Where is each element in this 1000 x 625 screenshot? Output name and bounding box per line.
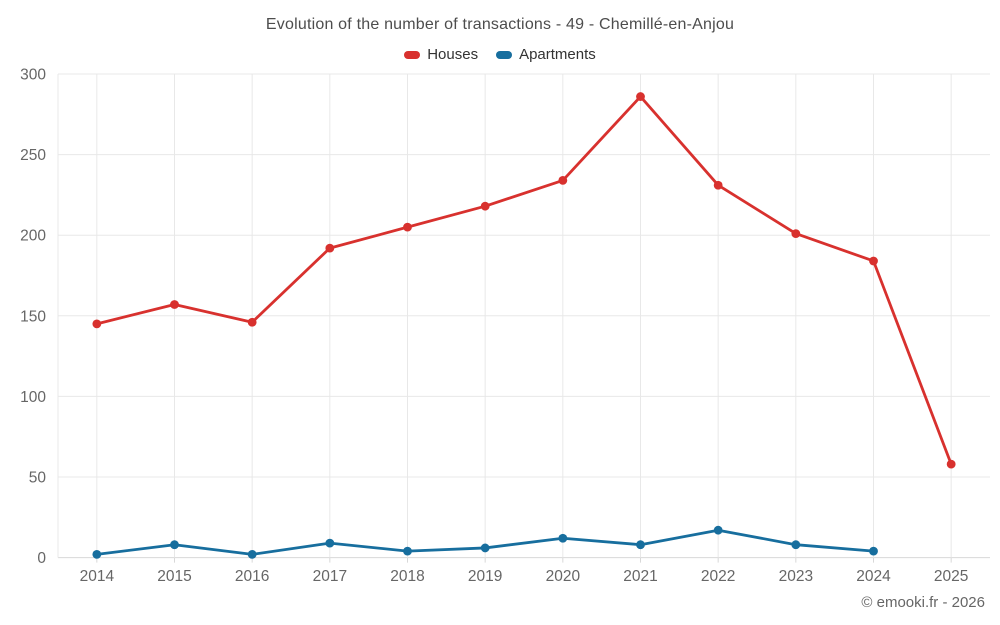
legend-item-apartments[interactable]: Apartments bbox=[496, 46, 596, 63]
x-axis-tick-label: 2020 bbox=[546, 568, 581, 585]
series-houses-point[interactable] bbox=[713, 180, 723, 190]
series-houses-point[interactable] bbox=[869, 256, 878, 266]
x-axis-tick-label: 2018 bbox=[390, 568, 424, 585]
series-apartments-point[interactable] bbox=[403, 546, 412, 556]
y-axis-tick-label: 50 bbox=[29, 470, 47, 487]
x-axis-tick-label: 2025 bbox=[934, 568, 968, 585]
x-axis-tick-label: 2021 bbox=[623, 568, 657, 585]
legend-item-houses[interactable]: Houses bbox=[404, 46, 478, 63]
series-houses-point[interactable] bbox=[636, 92, 645, 101]
series-apartments-point[interactable] bbox=[325, 538, 335, 548]
series-apartments-point[interactable] bbox=[170, 540, 179, 550]
series-houses-point[interactable] bbox=[92, 319, 102, 329]
series-apartments-point[interactable] bbox=[247, 549, 257, 559]
series-apartments-point[interactable] bbox=[636, 540, 645, 550]
series-houses-point[interactable] bbox=[170, 300, 179, 309]
y-axis-tick-label: 0 bbox=[37, 550, 46, 567]
series-houses-point[interactable] bbox=[480, 201, 490, 211]
y-axis-tick-label: 100 bbox=[20, 389, 46, 406]
chart-title: Evolution of the number of transactions … bbox=[265, 16, 735, 33]
series-houses-point[interactable] bbox=[247, 317, 257, 327]
series-houses-line bbox=[96, 95, 953, 465]
x-axis-tick-label: 2024 bbox=[856, 568, 891, 585]
x-axis-tick-label: 2014 bbox=[80, 568, 115, 585]
series-apartments-point[interactable] bbox=[558, 533, 568, 543]
series-houses-point[interactable] bbox=[946, 459, 956, 469]
x-axis-tick-label: 2023 bbox=[779, 568, 813, 585]
y-axis-tick-label: 200 bbox=[20, 228, 46, 245]
series-apartments-point[interactable] bbox=[869, 546, 878, 556]
series-apartments-point[interactable] bbox=[791, 540, 801, 550]
series-apartments-point[interactable] bbox=[480, 543, 490, 553]
x-axis-tick-label: 2016 bbox=[235, 568, 269, 585]
x-axis-tick-label: 2015 bbox=[157, 568, 191, 585]
x-axis-tick-label: 2019 bbox=[468, 568, 502, 585]
houses-series-swatch-icon bbox=[404, 50, 421, 59]
apartments-series-swatch-icon bbox=[496, 50, 513, 59]
series-houses-point[interactable] bbox=[558, 175, 568, 185]
series-houses-point[interactable] bbox=[325, 243, 335, 253]
y-axis-tick-label: 250 bbox=[20, 147, 46, 164]
y-axis-tick-label: 150 bbox=[20, 308, 46, 325]
legend-label-apartments: Apartments bbox=[519, 46, 596, 63]
series-houses-point[interactable] bbox=[403, 222, 412, 232]
legend-label-houses: Houses bbox=[427, 46, 479, 63]
legend: Houses Apartments bbox=[0, 46, 1000, 63]
series-houses-point[interactable] bbox=[791, 229, 801, 238]
x-axis-tick-label: 2022 bbox=[701, 568, 735, 585]
credit-footer: © emooki.fr - 2026 bbox=[861, 594, 985, 611]
series-apartments-point[interactable] bbox=[713, 525, 723, 535]
x-axis-tick-label: 2017 bbox=[313, 568, 347, 585]
series-apartments-point[interactable] bbox=[92, 549, 102, 559]
y-axis-tick-label: 300 bbox=[20, 67, 46, 84]
